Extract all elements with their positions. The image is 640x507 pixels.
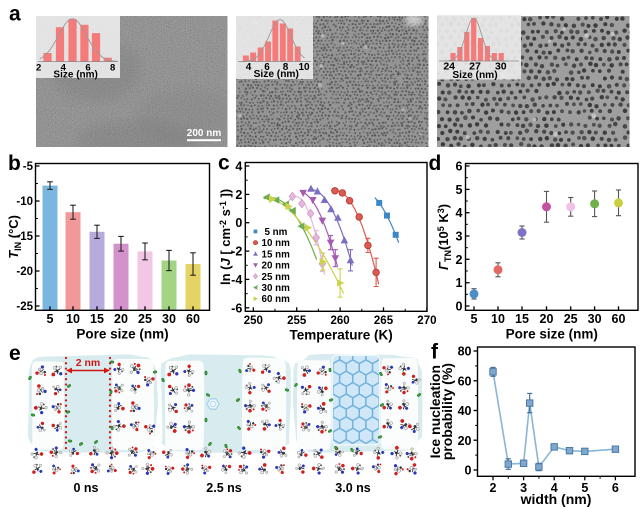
svg-text:Ice nucleation: Ice nucleation — [427, 365, 443, 458]
svg-text:60 nm: 60 nm — [262, 294, 291, 305]
svg-text:10: 10 — [66, 312, 80, 326]
svg-text:2.5 ns: 2.5 ns — [206, 481, 241, 495]
svg-text:Temperature (K): Temperature (K) — [290, 327, 393, 342]
svg-text:f: f — [431, 341, 439, 364]
svg-text:Pore size (nm): Pore size (nm) — [506, 326, 598, 341]
svg-text:-4: -4 — [231, 273, 242, 287]
svg-text:20 nm: 20 nm — [262, 261, 291, 272]
svg-text:3: 3 — [456, 230, 463, 244]
svg-text:ln (J [ cm-2 s-1 ]): ln (J [ cm-2 s-1 ]) — [218, 189, 233, 285]
svg-text:TIN (°C): TIN (°C) — [6, 215, 23, 259]
svg-text:5 nm: 5 nm — [265, 227, 288, 238]
svg-text:Size (nm): Size (nm) — [254, 69, 299, 80]
svg-text:-15: -15 — [16, 231, 33, 243]
svg-text:15: 15 — [515, 312, 529, 326]
svg-text:4: 4 — [246, 62, 252, 73]
svg-text:Size (nm): Size (nm) — [452, 70, 497, 81]
svg-text:40: 40 — [458, 404, 472, 418]
svg-text:255: 255 — [287, 315, 307, 327]
svg-text:30: 30 — [495, 61, 507, 73]
svg-text:60: 60 — [186, 312, 200, 326]
svg-text:25: 25 — [138, 312, 152, 326]
svg-text:25: 25 — [564, 312, 578, 326]
svg-text:2: 2 — [490, 481, 497, 495]
svg-text:0: 0 — [465, 464, 472, 478]
svg-text:270: 270 — [417, 315, 436, 327]
svg-text:200 nm: 200 nm — [187, 128, 222, 139]
svg-text:3.0 ns: 3.0 ns — [335, 481, 370, 495]
svg-text:d: d — [429, 152, 442, 175]
svg-text:-6: -6 — [231, 301, 242, 315]
svg-text:5: 5 — [456, 183, 463, 197]
svg-text:80: 80 — [458, 345, 472, 359]
svg-text:30 nm: 30 nm — [262, 283, 291, 294]
svg-text:probability (%): probability (%) — [439, 363, 455, 460]
svg-text:c: c — [218, 152, 230, 175]
svg-text:8: 8 — [110, 63, 115, 74]
svg-text:2: 2 — [456, 253, 463, 267]
svg-text:width (nm): width (nm) — [520, 491, 592, 507]
svg-text:265: 265 — [374, 315, 394, 327]
svg-text:Pore size (nm): Pore size (nm) — [76, 326, 168, 341]
svg-text:0: 0 — [456, 300, 463, 314]
svg-text:6: 6 — [612, 481, 619, 495]
svg-text:25 nm: 25 nm — [262, 272, 291, 283]
svg-text:30: 30 — [162, 312, 176, 326]
svg-text:4: 4 — [61, 63, 67, 74]
svg-text:4: 4 — [456, 206, 463, 220]
svg-text:0: 0 — [235, 216, 242, 230]
svg-text:2: 2 — [235, 188, 242, 202]
svg-text:e: e — [9, 342, 21, 365]
svg-text:60: 60 — [612, 312, 626, 326]
svg-text:-10: -10 — [16, 196, 33, 208]
svg-text:60: 60 — [458, 374, 472, 388]
svg-text:27: 27 — [469, 61, 481, 73]
svg-text:0 ns: 0 ns — [73, 481, 98, 495]
svg-text:15 nm: 15 nm — [262, 249, 291, 260]
svg-text:-2: -2 — [231, 245, 242, 259]
svg-text:Size (nm): Size (nm) — [53, 70, 97, 81]
svg-text:5: 5 — [471, 312, 478, 326]
svg-text:5: 5 — [47, 312, 54, 326]
svg-text:20: 20 — [540, 312, 554, 326]
svg-text:20: 20 — [458, 434, 472, 448]
svg-text:ΓTN(105 K3): ΓTN(105 K3) — [436, 204, 453, 270]
svg-text:6: 6 — [264, 62, 270, 73]
svg-text:6: 6 — [85, 63, 90, 74]
svg-text:250: 250 — [244, 315, 263, 327]
svg-text:15: 15 — [90, 312, 104, 326]
svg-text:-5: -5 — [23, 161, 34, 173]
svg-text:5: 5 — [581, 481, 588, 495]
svg-text:10: 10 — [491, 312, 505, 326]
svg-text:20: 20 — [114, 312, 128, 326]
svg-text:4: 4 — [551, 481, 558, 495]
svg-text:2: 2 — [36, 63, 41, 74]
svg-text:10: 10 — [298, 62, 310, 73]
svg-text:10 nm: 10 nm — [262, 238, 291, 249]
svg-text:4: 4 — [235, 160, 242, 174]
svg-text:3: 3 — [520, 481, 527, 495]
svg-text:-25: -25 — [16, 301, 33, 313]
svg-text:24: 24 — [443, 61, 455, 73]
svg-text:30: 30 — [588, 312, 602, 326]
svg-text:1: 1 — [456, 276, 463, 290]
svg-text:260: 260 — [331, 315, 350, 327]
svg-text:8: 8 — [283, 62, 289, 73]
svg-text:-20: -20 — [16, 266, 33, 278]
svg-text:2 nm: 2 nm — [76, 357, 101, 369]
svg-text:b: b — [8, 152, 21, 175]
svg-text:a: a — [9, 3, 21, 26]
svg-text:6: 6 — [456, 160, 463, 174]
